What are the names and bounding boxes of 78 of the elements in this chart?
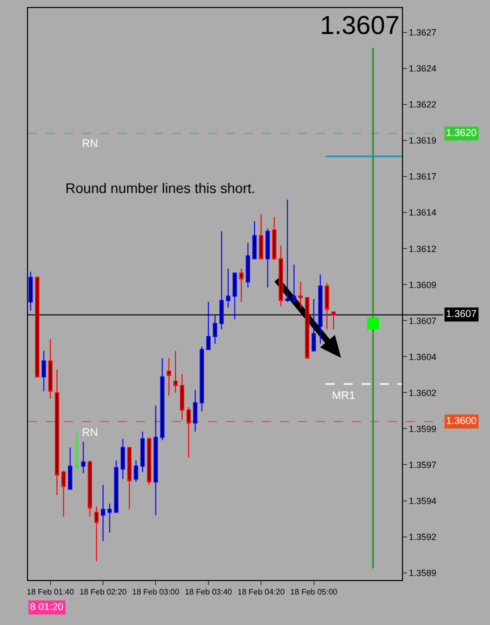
candlestick xyxy=(114,460,118,513)
candlestick xyxy=(173,350,178,394)
candlestick xyxy=(28,271,33,312)
candlestick xyxy=(140,431,145,472)
candlestick xyxy=(298,281,303,308)
y-tick-label: 1.3627 xyxy=(408,28,436,38)
candlestick xyxy=(160,358,164,441)
candlestick xyxy=(54,369,60,496)
candlestick xyxy=(212,314,218,344)
y-tick-label: 1.3614 xyxy=(408,208,436,218)
candlestick xyxy=(312,298,316,352)
ref-line-label: 1.3620 xyxy=(446,128,478,139)
candlestick xyxy=(305,297,310,359)
candlestick xyxy=(147,436,152,486)
candlestick xyxy=(318,274,322,344)
ref-line-label: 1.3607 xyxy=(446,309,478,320)
text: Round number lines this short. xyxy=(65,180,256,196)
candlestick xyxy=(193,389,198,432)
candlestick xyxy=(252,220,257,260)
y-tick-label: 1.3612 xyxy=(408,244,436,254)
candlestick xyxy=(226,268,230,308)
candlestick xyxy=(324,282,330,330)
y-tick-label: 1.3589 xyxy=(408,568,436,578)
candlestick xyxy=(154,405,158,516)
candlestick xyxy=(127,446,132,510)
candlestick xyxy=(120,438,125,480)
x-tick-label: 18 Feb 03:00 xyxy=(132,588,180,597)
candlestick xyxy=(186,406,191,458)
y-tick-label: 1.3594 xyxy=(408,496,436,506)
y-tick-label: 1.3597 xyxy=(408,460,436,470)
series-label: MR1 xyxy=(332,390,356,402)
y-tick-label: 1.3609 xyxy=(408,280,436,290)
x-tick-label: 18 Feb 02:20 xyxy=(79,588,128,597)
y-tick-label: 1.3602 xyxy=(408,388,436,398)
x-tick-label: 18 Feb 05:00 xyxy=(290,588,338,597)
candlestick xyxy=(88,460,92,518)
annotation: RN xyxy=(82,138,98,150)
candlestick xyxy=(180,373,184,421)
y-tick-label: 1.3592 xyxy=(408,532,436,542)
x-tick-label: 18 Feb 04:20 xyxy=(238,588,286,597)
candlestick xyxy=(219,230,224,330)
candlestick xyxy=(166,358,172,396)
y-tick-label: 1.3607 xyxy=(408,316,436,326)
candlestick xyxy=(272,216,276,261)
y-tick-label: 1.3619 xyxy=(408,136,436,146)
candlestick xyxy=(292,264,296,302)
candlestick xyxy=(48,338,52,399)
y-tick-label: 1.3622 xyxy=(408,100,436,110)
x-tick-label: 18 Feb 01:40 xyxy=(26,588,75,597)
candlestick xyxy=(61,470,66,518)
y-tick-label: 1.3624 xyxy=(408,64,436,74)
candlestick xyxy=(200,346,204,412)
candlestick xyxy=(239,268,244,302)
candlestick xyxy=(278,245,283,307)
x-tick-label: 18 Feb 03:40 xyxy=(184,588,233,597)
candlestick xyxy=(100,484,106,542)
candlestick xyxy=(134,460,138,483)
candlestick xyxy=(232,272,237,320)
ref-line-label: 1.3600 xyxy=(446,416,478,427)
y-tick-label: 1.3599 xyxy=(408,424,436,434)
candlestick xyxy=(108,503,112,533)
candlestick xyxy=(258,214,264,260)
text: 8 01:20 xyxy=(30,602,64,613)
annotation: RN xyxy=(82,427,98,439)
candlestick xyxy=(94,506,99,562)
candlestick xyxy=(246,242,250,288)
candlestick xyxy=(285,199,290,302)
candlestick xyxy=(331,312,336,330)
candlestick xyxy=(68,446,72,490)
candlestick xyxy=(35,276,40,378)
candlestick xyxy=(42,350,46,392)
candlestick xyxy=(266,228,270,288)
y-tick-label: 1.3617 xyxy=(408,172,436,182)
y-tick-label: 1.3604 xyxy=(408,352,436,362)
candlestick xyxy=(81,441,86,474)
candlestick xyxy=(74,432,79,470)
annotation: 1.3607 xyxy=(320,10,400,40)
candlestick xyxy=(206,301,211,350)
